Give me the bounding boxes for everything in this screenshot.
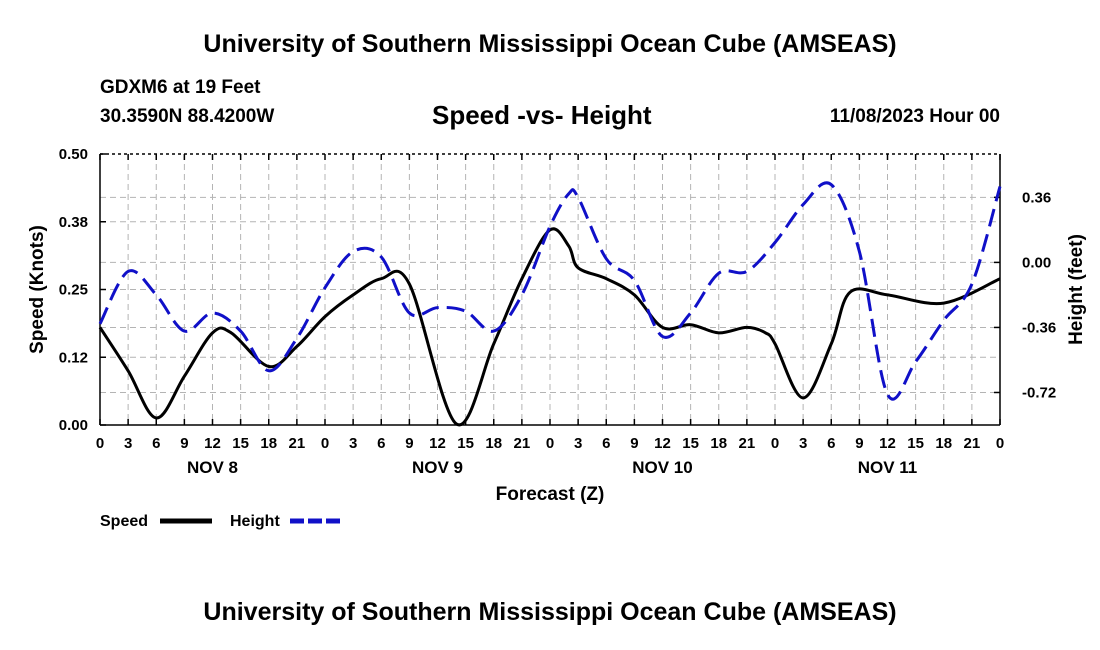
- date-label: 11/08/2023 Hour 00: [829, 106, 1000, 127]
- x-tick-label: 0: [96, 435, 104, 452]
- y-tick-label-right: 0.36: [1022, 189, 1051, 206]
- x-tick-label: 0: [321, 435, 329, 452]
- x-axis-title: Forecast (Z): [496, 484, 605, 505]
- x-tick-label: 18: [260, 435, 277, 452]
- y-tick-label-right: -0.36: [1022, 319, 1056, 336]
- height-series-line: [98, 181, 1002, 401]
- x-tick-label: 6: [602, 435, 610, 452]
- day-label: NOV 9: [412, 458, 463, 477]
- legend-speed-label: Speed: [100, 513, 148, 530]
- day-label: NOV 11: [858, 458, 918, 477]
- x-tick-label: 6: [152, 435, 160, 452]
- speed-height-chart: 0 3 6 9 12 15 18 21 0 3 6 9 12 15 18 21 0 3 6 9 12 15 18 21 0 3 6 9…: [27, 146, 1087, 530]
- x-tick-label: 21: [739, 435, 756, 452]
- x-tick-label: 3: [349, 435, 357, 452]
- chart-title: Speed -vs- Height: [432, 100, 652, 130]
- station-label: GDXM6 at 19 Feet: [100, 77, 261, 98]
- x-tick-label: 21: [514, 435, 531, 452]
- x-tick-label: 18: [710, 435, 727, 452]
- x-tick-label: 0: [546, 435, 554, 452]
- x-tick-label: 6: [377, 435, 385, 452]
- x-tick-label: 15: [682, 435, 699, 452]
- speed-series-line: [98, 227, 1001, 427]
- x-tick-label: 18: [485, 435, 502, 452]
- x-tick-label: 15: [457, 435, 474, 452]
- x-tick-label: 9: [630, 435, 638, 452]
- coordinates-label: 30.3590N 88.4200W: [100, 106, 275, 127]
- x-tick-label: 18: [935, 435, 952, 452]
- y-axis-title-right: Height (feet): [1066, 234, 1087, 345]
- y-tick-label-left: 0.25: [59, 282, 88, 299]
- y-tick-label-left: 0.12: [59, 349, 88, 366]
- x-tick-label: 9: [405, 435, 413, 452]
- x-tick-label: 12: [654, 435, 671, 452]
- x-tick-label: 9: [180, 435, 188, 452]
- footer-title: University of Southern Mississippi Ocean…: [203, 598, 897, 626]
- x-tick-label: 12: [879, 435, 896, 452]
- y-tick-label-left: 0.50: [59, 146, 88, 163]
- x-tick-label: 15: [232, 435, 249, 452]
- x-tick-label: 0: [771, 435, 779, 452]
- y-tick-label-right: 0.00: [1022, 254, 1051, 271]
- y-tick-label-left: 0.38: [59, 214, 88, 231]
- y-axis-title-left: Speed (Knots): [27, 225, 48, 354]
- day-label: NOV 8: [187, 458, 238, 477]
- x-tick-label: 3: [124, 435, 132, 452]
- x-tick-label: 0: [996, 435, 1004, 452]
- x-tick-label: 6: [827, 435, 835, 452]
- main-title: University of Southern Mississippi Ocean…: [203, 30, 897, 58]
- x-tick-label: 12: [429, 435, 446, 452]
- y-tick-label-right: -0.72: [1022, 384, 1056, 401]
- x-tick-label: 21: [289, 435, 306, 452]
- legend-height-label: Height: [230, 513, 280, 530]
- x-tick-label: 12: [204, 435, 221, 452]
- x-tick-label: 21: [964, 435, 981, 452]
- x-tick-label: 3: [574, 435, 582, 452]
- x-tick-label: 9: [855, 435, 863, 452]
- y-tick-label-left: 0.00: [59, 417, 88, 434]
- x-tick-label: 3: [799, 435, 807, 452]
- x-tick-label: 15: [907, 435, 924, 452]
- day-label: NOV 10: [632, 458, 692, 477]
